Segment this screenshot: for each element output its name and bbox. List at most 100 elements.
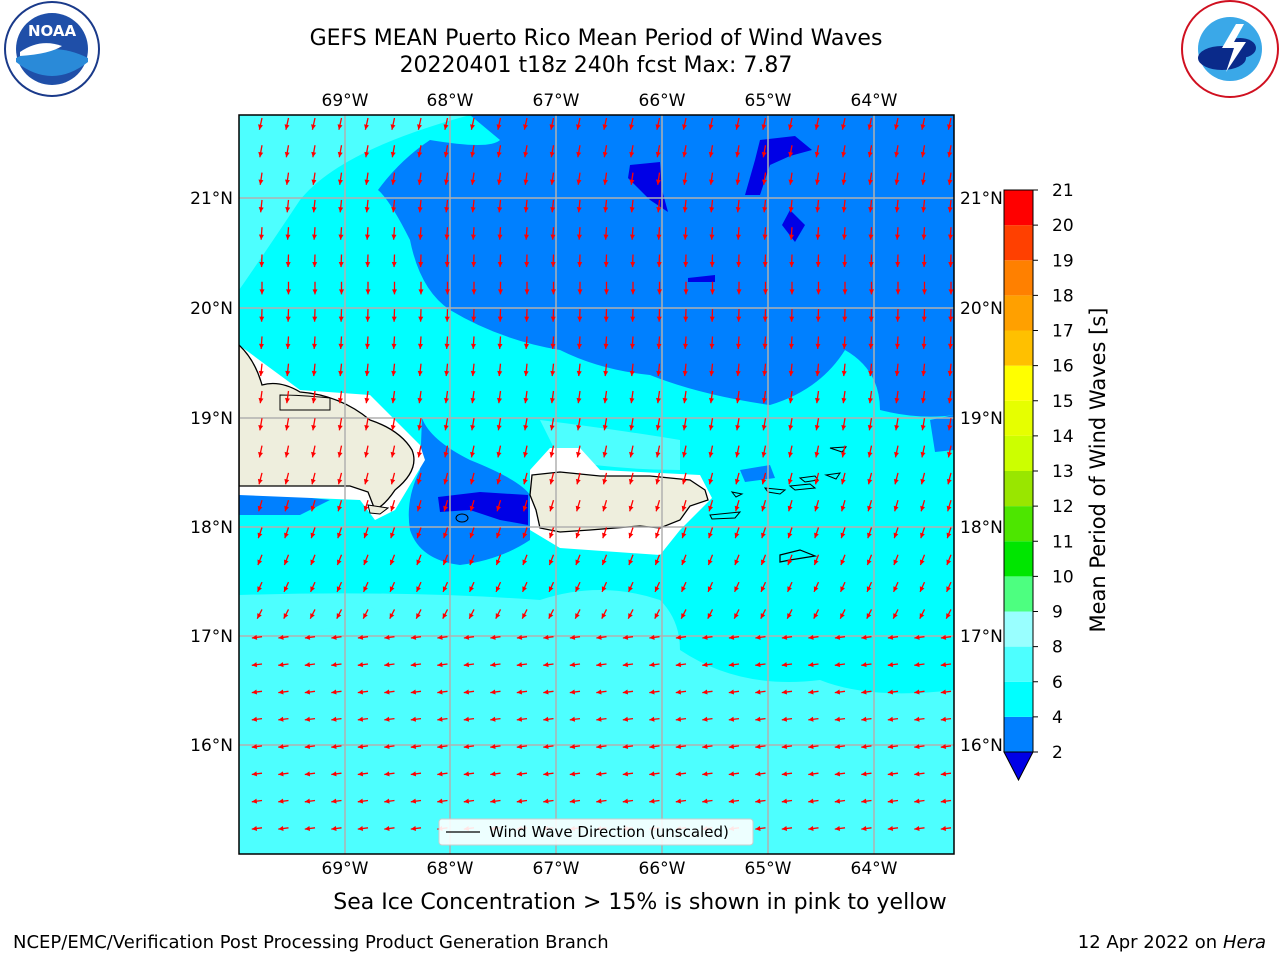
- wave-arrowhead: [682, 124, 687, 130]
- wave-arrowhead: [522, 505, 528, 512]
- wave-arrowhead: [390, 532, 395, 539]
- wave-arrowhead: [735, 424, 741, 431]
- wave-arrowhead: [920, 179, 926, 185]
- wave-arrowhead: [443, 532, 448, 539]
- wave-arrowhead: [728, 662, 735, 668]
- wave-arrowhead: [655, 151, 661, 158]
- wave-arrowhead: [603, 370, 609, 377]
- wave-arrowhead: [418, 316, 424, 322]
- wave-arrowhead: [649, 634, 655, 640]
- wave-arrowhead: [787, 532, 793, 539]
- wave-arrowhead: [543, 662, 549, 668]
- wave-arrowhead: [363, 613, 368, 619]
- wave-arrowhead: [728, 771, 735, 777]
- wave-arrowhead: [808, 634, 814, 640]
- lon-label: 64°W: [851, 91, 898, 111]
- wave-arrowhead: [443, 478, 449, 485]
- gridlines: [239, 115, 954, 854]
- wave-arrowhead: [524, 289, 530, 295]
- wave-arrowhead: [920, 532, 925, 539]
- wave-arrowhead: [496, 424, 502, 431]
- wave-arrowhead: [914, 689, 920, 695]
- wave-arrowhead: [285, 343, 291, 349]
- wave-arrowhead: [391, 316, 397, 322]
- wave-arrowhead: [602, 532, 607, 539]
- wave-arrowhead: [285, 289, 291, 295]
- wave-arrowhead: [868, 316, 874, 322]
- wave-arrowhead: [550, 370, 556, 377]
- wave-arrowhead: [311, 370, 317, 377]
- colorbar-segment: [1004, 295, 1033, 331]
- wave-arrowhead: [728, 716, 735, 722]
- wave-arrowhead: [258, 451, 263, 458]
- legend-label: Wind Wave Direction (unscaled): [489, 823, 729, 841]
- wave-arrowhead: [251, 662, 258, 668]
- colorbar-tick-label: 11: [1052, 532, 1074, 552]
- wave-arrowhead: [681, 613, 686, 619]
- wave-arrowhead: [649, 689, 655, 695]
- wave-arrowhead: [947, 234, 953, 240]
- wave-arrowhead: [569, 771, 576, 777]
- footer-host: Hera: [1222, 932, 1266, 953]
- chart-title: GEFS MEAN Puerto Rico Mean Period of Win…: [309, 26, 883, 51]
- wave-arrowhead: [389, 559, 395, 566]
- colorbar-tick-label: 14: [1052, 427, 1074, 447]
- wave-arrowhead: [284, 179, 290, 185]
- wave-arrowhead: [470, 343, 476, 349]
- wave-arrowhead: [834, 771, 841, 777]
- wave-arrowhead: [259, 261, 265, 268]
- wave-arrowhead: [787, 559, 793, 566]
- wave-arrowhead: [622, 689, 629, 695]
- wave-arrowhead: [867, 478, 873, 485]
- wave-arrowhead: [887, 689, 894, 695]
- wave-arrowhead: [523, 370, 529, 377]
- wave-arrowhead: [496, 451, 502, 458]
- wave-arrowhead: [622, 634, 629, 640]
- wave-arrowhead: [257, 559, 263, 566]
- wave-arrowhead: [681, 559, 687, 566]
- wave-arrowhead: [914, 716, 920, 722]
- wave-arrowhead: [834, 798, 841, 804]
- wave-arrowhead: [357, 798, 364, 804]
- wave-arrowhead: [867, 451, 873, 458]
- wave-arrowhead: [655, 124, 661, 130]
- lat-label: 18°N: [960, 518, 1003, 538]
- wave-arrowhead: [496, 478, 502, 485]
- wave-arrowhead: [781, 716, 788, 722]
- colorbar-tick-label: 17: [1052, 322, 1074, 342]
- wave-arrowhead: [656, 343, 662, 349]
- wave-arrowhead: [840, 532, 846, 539]
- wave-arrowhead: [257, 505, 263, 512]
- wave-arrowhead: [251, 825, 258, 831]
- wave-arrowhead: [603, 289, 609, 295]
- colorbar-tick-label: 6: [1052, 673, 1063, 693]
- wave-arrowhead: [861, 634, 867, 640]
- wave-arrowhead: [463, 744, 470, 750]
- wave-arrowhead: [602, 179, 608, 185]
- wave-arrowhead: [734, 478, 740, 485]
- wave-arrowhead: [596, 634, 602, 640]
- colorbar-tick-label: 9: [1052, 603, 1063, 623]
- wave-arrowhead: [789, 261, 795, 268]
- wave-arrowhead: [815, 207, 821, 213]
- wave-arrowhead: [569, 744, 576, 750]
- wave-arrowhead: [470, 179, 476, 185]
- wave-arrowhead: [443, 124, 449, 130]
- wave-arrowhead: [490, 662, 496, 668]
- wave-arrowhead: [675, 662, 682, 668]
- wave-arrowhead: [284, 478, 290, 485]
- wave-arrowhead: [596, 689, 602, 695]
- wave-arrowhead: [728, 634, 735, 640]
- wave-arrowhead: [523, 151, 529, 158]
- wave-arrowhead: [311, 234, 317, 240]
- wave-arrowhead: [895, 261, 901, 268]
- wave-arrowhead: [940, 689, 947, 695]
- wave-arrowhead: [868, 234, 874, 240]
- wave-arrowhead: [490, 716, 496, 722]
- wave-arrowhead: [630, 316, 636, 322]
- wave-arrowhead: [834, 825, 841, 831]
- wave-arrowhead: [893, 586, 898, 592]
- wave-arrowhead: [755, 744, 761, 750]
- wave-arrowhead: [470, 207, 476, 213]
- wave-arrowhead: [728, 689, 735, 695]
